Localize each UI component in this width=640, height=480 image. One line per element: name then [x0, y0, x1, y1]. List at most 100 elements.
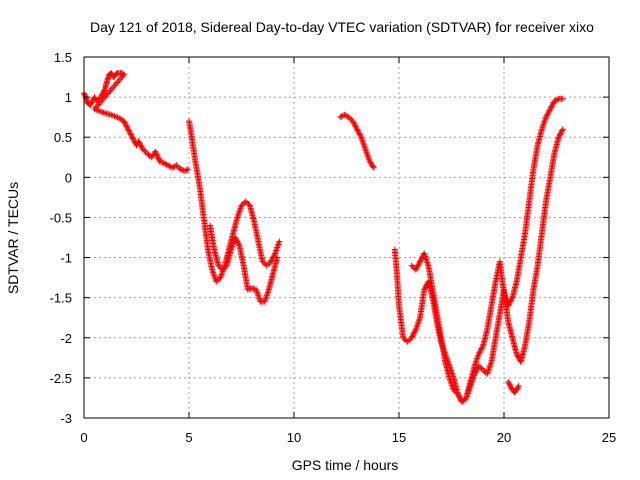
- data-point: [475, 362, 482, 369]
- data-point: [478, 345, 485, 352]
- data-point: [174, 163, 181, 170]
- data-point: [265, 261, 272, 268]
- data-point: [547, 106, 554, 113]
- data-point: [276, 238, 283, 245]
- data-point: [545, 108, 552, 115]
- data-point: [82, 92, 89, 99]
- data-series-segment-4: [337, 111, 377, 171]
- data-series-segment-1: [81, 70, 191, 174]
- data-point: [130, 136, 137, 143]
- data-point: [409, 333, 416, 340]
- data-point: [476, 349, 483, 356]
- data-point: [137, 142, 144, 149]
- data-point: [249, 285, 255, 292]
- data-point: [507, 382, 514, 389]
- data-point: [370, 164, 377, 171]
- data-point: [128, 132, 135, 139]
- data-point: [411, 329, 418, 336]
- data-point: [263, 262, 270, 269]
- data-series-segment-7: [505, 378, 522, 396]
- data-point: [81, 91, 88, 98]
- x-tick-label: 0: [80, 430, 87, 445]
- data-point: [506, 381, 513, 388]
- data-point: [460, 397, 467, 404]
- data-point: [108, 70, 115, 77]
- data-point: [421, 285, 428, 292]
- data-point: [152, 148, 159, 155]
- data-point: [142, 148, 149, 155]
- data-point: [130, 135, 136, 142]
- data-point: [480, 366, 486, 373]
- data-point: [472, 369, 479, 376]
- data-point: [418, 255, 425, 262]
- data-point: [477, 364, 484, 371]
- data-point: [123, 123, 130, 130]
- data-point: [184, 166, 191, 173]
- data-point: [235, 239, 241, 246]
- data-point: [232, 235, 239, 242]
- data-point: [513, 350, 520, 357]
- data-point: [153, 151, 160, 158]
- data-point: [544, 111, 551, 118]
- data-point: [412, 328, 419, 335]
- data-point: [514, 352, 521, 359]
- data-point: [356, 131, 363, 138]
- data-point: [454, 390, 461, 397]
- axis-ticks: 0 5 10 15 20 25 -3 -2.5 -2 -1.5 -1 -0.5 0 0.5 1 1.5: [50, 50, 617, 445]
- data-point: [345, 114, 352, 121]
- x-tick-label: 10: [287, 430, 301, 445]
- data-point: [556, 132, 563, 139]
- data-point: [413, 265, 420, 272]
- data-point: [543, 112, 550, 119]
- data-point: [125, 126, 132, 133]
- data-point: [410, 332, 416, 339]
- data-point: [508, 297, 514, 304]
- data-point: [215, 262, 222, 269]
- data-point: [97, 108, 104, 115]
- data-point: [135, 138, 142, 145]
- data-point: [558, 128, 565, 135]
- data-point: [155, 155, 162, 162]
- data-point: [408, 334, 415, 341]
- data-point: [129, 134, 136, 141]
- y-tick-label: 0: [65, 170, 72, 185]
- data-point: [514, 385, 521, 392]
- data-point: [350, 119, 357, 126]
- data-point: [543, 114, 549, 121]
- y-tick-label: -3: [60, 411, 72, 426]
- data-point: [139, 146, 146, 153]
- data-point: [156, 158, 163, 165]
- data-point: [419, 254, 426, 261]
- data-point: [450, 386, 457, 393]
- data-point: [404, 338, 411, 345]
- data-point: [126, 128, 133, 135]
- data-point: [270, 253, 277, 260]
- data-point: [221, 265, 227, 272]
- data-point: [250, 285, 257, 292]
- data-point: [137, 140, 143, 147]
- data-point: [513, 386, 520, 393]
- data-series-segment-6: [408, 126, 566, 405]
- data-point: [88, 100, 94, 107]
- data-point: [154, 154, 161, 161]
- data-point: [232, 234, 239, 241]
- y-tick-label: -2.5: [50, 371, 72, 386]
- data-point: [154, 152, 161, 159]
- data-point: [347, 115, 353, 122]
- data-point: [357, 132, 364, 139]
- data-point: [421, 286, 428, 293]
- y-axis-label: SDTVAR / TECUs: [5, 182, 21, 294]
- data-point: [414, 262, 421, 269]
- data-point: [91, 94, 98, 101]
- data-point: [355, 128, 362, 135]
- x-tick-label: 25: [602, 430, 616, 445]
- chart-title: Day 121 of 2018, Sidereal Day-to-day VTE…: [90, 19, 594, 35]
- y-tick-label: 1: [65, 90, 72, 105]
- data-point: [477, 348, 484, 355]
- data-point: [124, 124, 131, 131]
- data-point: [233, 237, 240, 244]
- data-point: [555, 134, 562, 141]
- data-point: [351, 122, 358, 129]
- data-point: [557, 130, 564, 137]
